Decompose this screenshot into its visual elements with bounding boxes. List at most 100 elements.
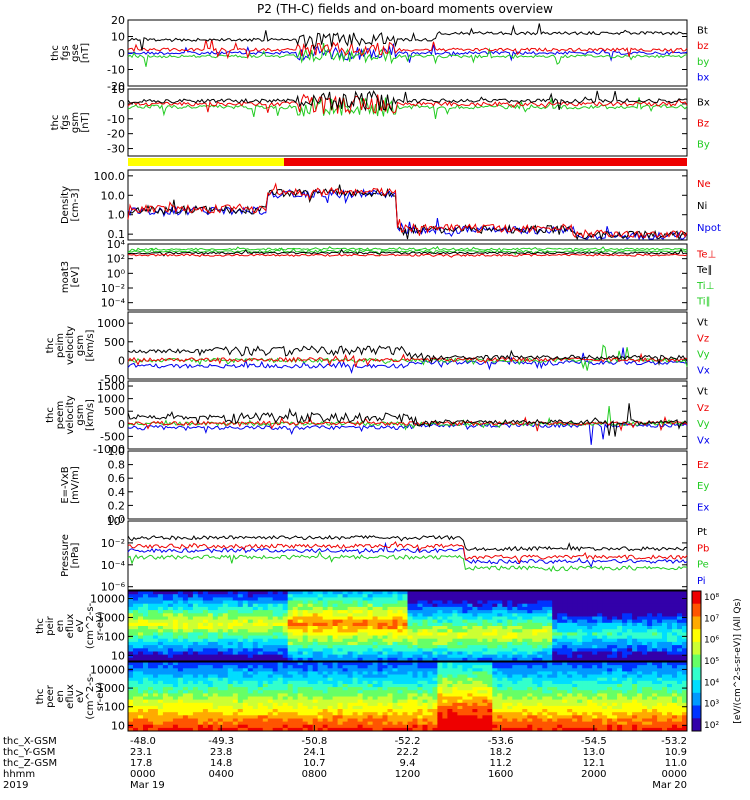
heatmap-cell	[312, 693, 319, 697]
heatmap-cell	[187, 622, 194, 627]
heatmap-cell	[222, 705, 229, 710]
heatmap-cell	[128, 619, 134, 624]
heatmap-cell	[297, 721, 304, 726]
heatmap-cell	[582, 613, 588, 617]
heatmap-cell	[277, 648, 284, 652]
heatmap-cell	[143, 613, 149, 617]
heatmap-cell	[133, 645, 139, 649]
heatmap-cell	[202, 699, 209, 704]
heatmap-cell	[322, 619, 329, 624]
heatmap-cell	[437, 597, 443, 601]
heatmap-cell	[197, 690, 204, 694]
heatmap-cell	[437, 709, 443, 713]
heatmap-cell	[472, 662, 478, 666]
heatmap-cell	[382, 603, 388, 608]
heatmap-cell	[492, 680, 498, 685]
heatmap-cell	[148, 654, 154, 659]
heatmap-cell	[317, 645, 324, 649]
heatmap-cell	[677, 638, 683, 643]
heatmap-cell	[392, 721, 398, 726]
heatmap-cell	[177, 635, 184, 640]
heatmap-cell	[397, 591, 403, 595]
heatmap-cell	[492, 671, 498, 675]
heatmap-cell	[292, 680, 299, 685]
heatmap-cell	[562, 687, 568, 691]
heatmap-cell	[602, 657, 608, 662]
heatmap-cell	[327, 665, 333, 669]
heatmap-cell	[312, 648, 319, 652]
heatmap-cell	[657, 638, 663, 643]
heatmap-cell	[177, 600, 184, 605]
heatmap-cell	[307, 613, 314, 617]
heatmap-cell	[297, 671, 304, 675]
heatmap-cell	[282, 654, 289, 659]
heatmap-cell	[347, 699, 353, 704]
heatmap-cell	[143, 622, 149, 627]
heatmap-cell	[592, 622, 598, 627]
heatmap-cell	[647, 622, 653, 627]
heatmap-cell	[457, 635, 463, 640]
heatmap-cell	[292, 674, 299, 678]
heatmap-cell	[322, 645, 329, 649]
heatmap-cell	[612, 724, 618, 729]
heatmap-cell	[312, 597, 319, 601]
heatmap-cell	[128, 724, 134, 729]
heatmap-cell	[362, 654, 368, 659]
heatmap-cell	[627, 632, 633, 636]
heatmap-cell	[437, 680, 443, 685]
heatmap-cell	[557, 677, 563, 682]
heatmap-cell	[128, 709, 134, 713]
heatmap-cell	[377, 651, 383, 656]
heatmap-cell	[227, 641, 234, 646]
heatmap-cell	[632, 665, 638, 669]
heatmap-cell	[612, 629, 618, 633]
heatmap-cell	[507, 715, 513, 719]
heatmap-cell	[342, 684, 348, 688]
heatmap-cell	[517, 702, 523, 707]
heatmap-cell	[577, 671, 583, 675]
heatmap-cell	[532, 613, 538, 617]
heatmap-cell	[612, 638, 618, 643]
heatmap-cell	[402, 657, 408, 662]
heatmap-cell	[272, 613, 279, 617]
heatmap-cell	[392, 662, 398, 666]
heatmap-cell	[447, 606, 453, 611]
heatmap-cell	[502, 622, 508, 627]
heatmap-cell	[477, 715, 483, 719]
heatmap-cell	[177, 603, 184, 608]
heatmap-cell	[602, 632, 608, 636]
heatmap-cell	[472, 626, 478, 630]
heatmap-cell	[442, 619, 448, 624]
y-axis-label-line: moat3	[60, 261, 71, 293]
heatmap-cell	[207, 674, 214, 678]
heatmap-cell	[562, 696, 568, 700]
heatmap-cell	[252, 680, 259, 685]
heatmap-cell	[347, 724, 353, 729]
heatmap-cell	[517, 597, 523, 601]
heatmap-cell	[412, 671, 418, 675]
heatmap-cell	[422, 662, 428, 666]
heatmap-cell	[627, 648, 633, 652]
heatmap-cell	[487, 696, 493, 700]
heatmap-cell	[247, 591, 254, 595]
heatmap-cell	[182, 699, 189, 704]
heatmap-cell	[527, 616, 533, 621]
heatmap-cell	[492, 645, 498, 649]
heatmap-cell	[682, 641, 688, 646]
heatmap-cell	[182, 705, 189, 710]
heatmap-cell	[322, 727, 329, 732]
heatmap-cell	[462, 641, 468, 646]
heatmap-cell	[162, 645, 169, 649]
heatmap-cell	[547, 629, 553, 633]
heatmap-cell	[432, 721, 438, 726]
heatmap-cell	[447, 668, 453, 672]
heatmap-cell	[512, 645, 518, 649]
heatmap-cell	[407, 677, 413, 682]
heatmap-cell	[612, 696, 618, 700]
heatmap-cell	[407, 690, 413, 694]
heatmap-cell	[552, 657, 558, 662]
heatmap-cell	[412, 677, 418, 682]
heatmap-cell	[352, 662, 358, 666]
heatmap-cell	[452, 721, 458, 726]
heatmap-cell	[342, 674, 348, 678]
